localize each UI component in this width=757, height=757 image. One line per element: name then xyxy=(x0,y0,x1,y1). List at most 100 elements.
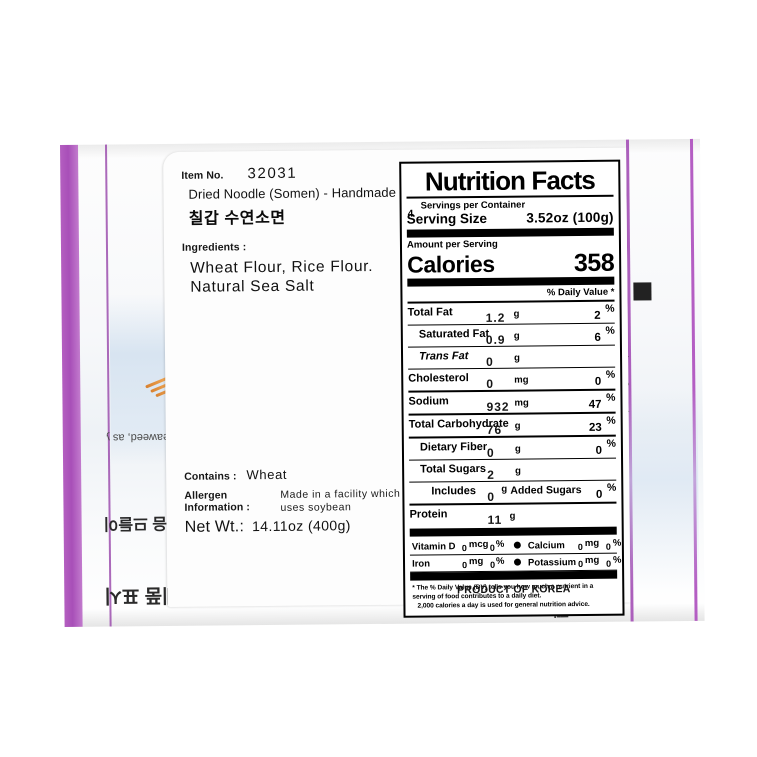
item-no-row: Item No. 32031 xyxy=(181,164,393,183)
bullet-separator-icon xyxy=(513,541,521,549)
added-sugars-value: 0 xyxy=(487,489,496,504)
nutrition-facts-title: Nutrition Facts xyxy=(424,164,595,197)
nutrient-unit: g xyxy=(513,308,520,320)
nutrient-name: Dietary Fiber xyxy=(419,440,488,454)
nutrient-row: Sodium 932 mg 47% xyxy=(408,391,615,414)
added-sugars-text: Added Sugars xyxy=(510,484,582,497)
product-name-korean: 칠갑 수연소면 xyxy=(188,209,286,228)
nutrient-value: 76 xyxy=(486,422,503,437)
nutrient-row: Total Fat 1.2 g 2% xyxy=(408,302,615,325)
nutrient-name: Trans Fat xyxy=(418,350,469,363)
micronutrient-right-pct: % xyxy=(612,537,622,549)
nutrient-percent-sign: % xyxy=(606,391,616,404)
nutrient-percent-sign: % xyxy=(605,302,615,315)
added-sugars-unit: g xyxy=(501,483,508,495)
servings-per-container-value: 4 xyxy=(407,208,414,220)
calories-label: Calories xyxy=(407,250,495,278)
label-left-column: Item No. 32031 Dried Noodle (Somen) - Ha… xyxy=(181,164,429,297)
nutrient-rows-container: Total Fat 1.2 g 2% Saturated Fat 0.9 g 6% Trans … xyxy=(408,302,617,483)
nutrient-daily-value: 23 xyxy=(588,421,602,434)
serving-size-label: Serving Size xyxy=(406,210,488,227)
item-no-label: Item No. xyxy=(181,169,224,182)
net-weight-label: Net Wt.: xyxy=(184,518,245,536)
calories-row: Calories 358 xyxy=(407,249,614,279)
ingredient-line-2: Natural Sea Salt xyxy=(190,277,315,296)
nutrient-percent-sign: % xyxy=(605,324,615,337)
nutrient-unit: g xyxy=(514,443,521,455)
product-label: Item No. 32031 Dried Noodle (Somen) - Ha… xyxy=(163,147,631,618)
micronutrient-left-pct: % xyxy=(495,555,505,567)
nutrient-value: 1.2 xyxy=(485,310,506,325)
nutrient-daily-value: 6 xyxy=(594,331,601,344)
nutrient-unit: g xyxy=(513,330,520,342)
micronutrient-right-name: Calcium xyxy=(527,540,565,552)
micronutrient-right-dv: 0 xyxy=(605,541,611,552)
contains-label: Contains : xyxy=(184,470,237,483)
nutrient-row: Saturated Fat 0.9 g 6% xyxy=(408,324,615,347)
nutrient-name: Cholesterol xyxy=(408,372,469,385)
nutrient-value: 0 xyxy=(486,376,495,391)
package-black-square-mark xyxy=(633,282,652,301)
micronutrient-row: Vitamin D 0 mcg 0% Calcium 0 mg 0% xyxy=(410,537,622,555)
nutrient-percent-sign: % xyxy=(605,368,616,381)
footnote-line-2: 2,000 calories a day is used for general… xyxy=(417,600,590,610)
allergen-value: Made in a facility which uses soybean xyxy=(280,487,401,514)
protein-label: Protein xyxy=(409,508,448,521)
added-sugars-pct-sign: % xyxy=(606,481,617,494)
servings-block: Servings per Container 4 Serving Size 3.… xyxy=(407,197,614,228)
ingredients-value: Wheat Flour, Rice Flour. Natural Sea Sal… xyxy=(190,257,394,297)
micronutrient-right-unit: mg xyxy=(584,537,600,549)
product-name-english: Dried Noodle (Somen) - Handmade Type xyxy=(188,184,429,202)
micronutrient-right-value: 0 xyxy=(577,541,583,553)
purple-stripe-thick xyxy=(60,144,83,627)
nutrient-percent-sign: % xyxy=(606,437,616,450)
micronutrient-left-value: 0 xyxy=(461,543,467,554)
nutrient-value: 0 xyxy=(486,445,495,460)
nutrient-name: Sodium xyxy=(408,395,449,408)
nutrient-row: Dietary Fiber 0 g 0% xyxy=(409,437,616,460)
micronutrient-left-pct: % xyxy=(495,538,505,550)
protein-row: Protein 11 g xyxy=(409,504,616,527)
net-weight-value: 14.11oz (400g) xyxy=(251,517,351,535)
serving-size-value: 3.52oz (100g) xyxy=(526,209,614,226)
micronutrient-right-value: 0 xyxy=(577,558,584,570)
nutrient-row: Total Sugars 2 g xyxy=(409,459,616,482)
added-sugars-row: Includes 0 g Added Sugars 0 % xyxy=(409,481,616,504)
micronutrient-row: Iron 0 mg 0% Potassium 0 mg 0% xyxy=(410,554,622,572)
micronutrient-left-dv: 0 xyxy=(490,559,496,570)
micronutrient-left-name: Vitamin D xyxy=(411,541,456,553)
nutrition-facts-panel: Nutrition Facts Servings per Container 4… xyxy=(399,159,625,618)
nutrient-name: Total Sugars xyxy=(420,462,486,476)
nutrient-daily-value: 2 xyxy=(594,309,601,322)
nutrient-row: Total Carbohydrate 76 g 23% xyxy=(409,414,616,437)
noodle-package: broth seaweed, as your 볶음 므들이 제품 표시 보관방법… xyxy=(60,138,705,627)
nutrient-daily-value: 0 xyxy=(595,444,603,457)
added-sugars-includes-label: Includes xyxy=(431,485,477,498)
micronutrient-right-unit: mg xyxy=(584,554,600,566)
micronutrient-right-pct: % xyxy=(612,554,622,566)
nutrient-percent-sign: % xyxy=(606,414,616,427)
bullet-separator-icon xyxy=(513,558,522,566)
nutrient-value: 0.9 xyxy=(485,332,506,347)
nutrient-value: 0 xyxy=(486,354,494,369)
nutrient-unit: mg xyxy=(514,397,529,409)
nutrient-unit: g xyxy=(514,352,520,364)
nutrient-name: Total Fat xyxy=(407,306,453,319)
net-weight-row: Net Wt.: 14.11oz (400g) xyxy=(185,517,405,537)
nutrient-unit: mg xyxy=(514,374,529,386)
micronutrient-right-dv: 0 xyxy=(605,558,612,569)
nutrient-row: Cholesterol 0 mg 0% xyxy=(408,368,615,391)
protein-unit: g xyxy=(509,510,516,522)
contains-row: Contains : Wheat xyxy=(184,466,404,483)
product-of-korea: PRODUCT OF KOREA xyxy=(456,583,571,597)
nutrient-row: Trans Fat 0 g xyxy=(408,346,615,369)
ingredient-line-1: Wheat Flour, Rice Flour. xyxy=(190,257,374,277)
nutrient-daily-value: 47 xyxy=(588,398,602,411)
micronutrient-left-dv: 0 xyxy=(489,542,495,553)
micronutrient-left-unit: mg xyxy=(468,555,484,568)
nutrient-name: Saturated Fat xyxy=(418,327,490,341)
micronutrient-left-name: Iron xyxy=(411,558,431,570)
nutrient-value: 2 xyxy=(487,467,495,482)
nutrient-unit: g xyxy=(514,420,521,432)
